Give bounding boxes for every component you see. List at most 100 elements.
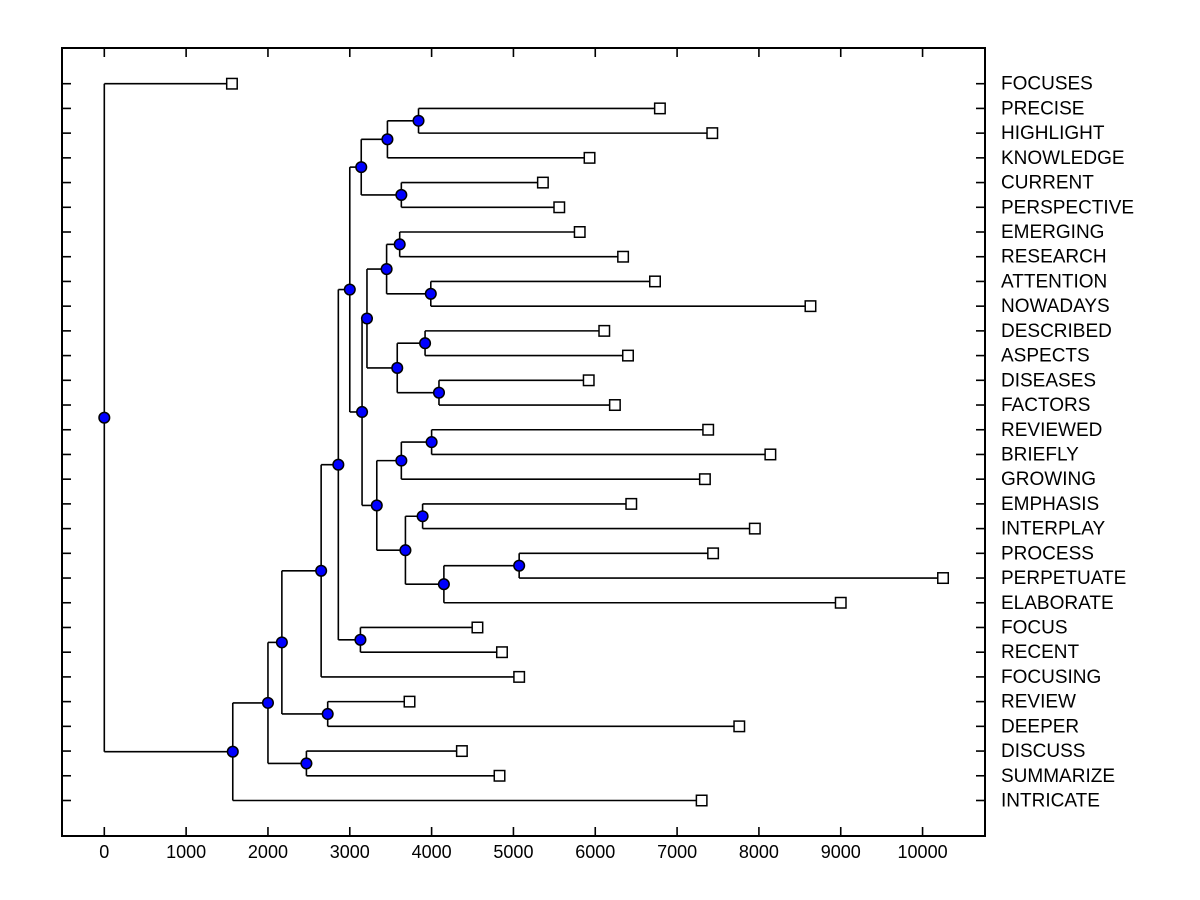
cluster-node-marker bbox=[391, 361, 404, 374]
cluster-node-marker bbox=[393, 238, 406, 251]
cluster-node-marker bbox=[425, 436, 438, 449]
leaf-square-marker bbox=[553, 201, 566, 214]
x-axis-tick-label: 10000 bbox=[898, 842, 948, 862]
cluster-node-marker bbox=[432, 386, 446, 399]
leaf-label: INTERPLAY bbox=[1001, 519, 1106, 540]
leaf-label: DISEASES bbox=[1001, 370, 1096, 391]
cluster-node-marker bbox=[399, 544, 412, 557]
leaf-label: ATTENTION bbox=[1001, 271, 1107, 292]
leaf-square-marker bbox=[617, 250, 630, 263]
leaf-label: DESCRIBED bbox=[1001, 321, 1112, 342]
leaf-square-marker bbox=[573, 226, 586, 239]
leaf-label: BRIEFLY bbox=[1001, 444, 1079, 465]
leaf-label: CURRENT bbox=[1001, 173, 1094, 194]
leaf-square-marker bbox=[513, 670, 526, 683]
leaf-label: ELABORATE bbox=[1001, 593, 1114, 614]
leaf-square-marker bbox=[403, 695, 416, 708]
leaf-square-marker bbox=[625, 497, 638, 510]
leaf-square-marker bbox=[748, 522, 761, 535]
leaf-label: SUMMARIZE bbox=[1001, 766, 1115, 787]
leaf-label: ASPECTS bbox=[1001, 346, 1090, 367]
leaf-square-marker bbox=[536, 176, 549, 189]
leaf-label: HIGHLIGHT bbox=[1001, 123, 1105, 144]
leaf-label: PRECISE bbox=[1001, 98, 1084, 119]
cluster-node-marker bbox=[380, 263, 393, 276]
cluster-node-marker bbox=[356, 405, 369, 419]
leaf-square-marker bbox=[733, 720, 746, 733]
leaf-square-marker bbox=[764, 448, 777, 461]
leaf-label: PROCESS bbox=[1001, 543, 1094, 564]
x-axis-tick-label: 8000 bbox=[739, 842, 779, 862]
plot-box bbox=[61, 47, 986, 837]
cluster-node-marker bbox=[381, 133, 394, 146]
leaf-label: RECENT bbox=[1001, 642, 1080, 663]
leaf-label: FOCUS bbox=[1001, 617, 1068, 638]
x-axis-tick-label: 1000 bbox=[166, 842, 206, 862]
cluster-node-marker bbox=[416, 510, 429, 523]
leaf-label: FOCUSING bbox=[1001, 667, 1101, 688]
leaf-square-marker bbox=[695, 794, 708, 807]
leaf-square-marker bbox=[804, 300, 817, 313]
leaf-label: EMERGING bbox=[1001, 222, 1104, 243]
cluster-node-marker bbox=[370, 499, 383, 512]
leaf-label: FOCUSES bbox=[1001, 74, 1093, 95]
x-axis-tick-label: 9000 bbox=[821, 842, 861, 862]
leaf-label: GROWING bbox=[1001, 469, 1096, 490]
leaf-square-marker bbox=[495, 646, 508, 659]
leaf-square-marker bbox=[608, 399, 621, 412]
leaf-square-marker bbox=[702, 423, 715, 436]
leaf-square-marker bbox=[706, 127, 719, 140]
leaf-label: REVIEW bbox=[1001, 692, 1076, 713]
cluster-node-marker bbox=[332, 458, 345, 471]
cluster-node-marker bbox=[261, 696, 275, 709]
cluster-node-marker bbox=[343, 283, 356, 296]
cluster-node-marker bbox=[360, 312, 374, 325]
leaf-square-marker bbox=[834, 596, 847, 609]
cluster-node-marker bbox=[321, 707, 334, 721]
cluster-node-marker bbox=[98, 411, 111, 424]
x-axis-tick-label: 5000 bbox=[493, 842, 533, 862]
leaf-label: KNOWLEDGE bbox=[1001, 148, 1125, 169]
leaf-square-marker bbox=[455, 745, 468, 758]
cluster-node-marker bbox=[419, 337, 432, 350]
leaf-square-marker bbox=[707, 547, 720, 560]
leaf-square-marker bbox=[582, 374, 595, 387]
leaf-label: DISCUSS bbox=[1001, 741, 1085, 762]
leaf-square-marker bbox=[225, 77, 238, 90]
leaf-square-marker bbox=[621, 349, 634, 362]
leaf-square-marker bbox=[698, 473, 711, 486]
cluster-node-marker bbox=[275, 636, 288, 649]
leaf-label: REVIEWED bbox=[1001, 420, 1102, 441]
x-axis-tick-label: 6000 bbox=[575, 842, 615, 862]
leaf-square-marker bbox=[598, 324, 611, 337]
cluster-node-marker bbox=[226, 745, 239, 758]
cluster-node-marker bbox=[412, 114, 425, 127]
leaf-square-marker bbox=[937, 572, 950, 585]
leaf-label: DEEPER bbox=[1001, 716, 1079, 737]
cluster-node-marker bbox=[437, 578, 450, 591]
cluster-node-marker bbox=[395, 188, 408, 201]
cluster-node-marker bbox=[300, 757, 313, 770]
leaf-label: PERPETUATE bbox=[1001, 568, 1126, 589]
cluster-node-marker bbox=[424, 287, 437, 300]
leaf-square-marker bbox=[583, 151, 596, 164]
x-axis-tick-label: 7000 bbox=[657, 842, 697, 862]
cluster-node-marker bbox=[513, 559, 526, 572]
cluster-node-marker bbox=[355, 161, 368, 174]
cluster-node-marker bbox=[315, 564, 328, 577]
leaf-square-marker bbox=[471, 621, 484, 634]
x-axis-tick-label: 3000 bbox=[330, 842, 370, 862]
leaf-square-marker bbox=[648, 275, 661, 288]
leaf-label: RESEARCH bbox=[1001, 247, 1107, 268]
leaf-label: EMPHASIS bbox=[1001, 494, 1099, 515]
cluster-node-marker bbox=[395, 454, 408, 467]
leaf-label: FACTORS bbox=[1001, 395, 1090, 416]
x-axis-tick-label: 0 bbox=[99, 842, 109, 862]
leaf-label: PERSPECTIVE bbox=[1001, 197, 1134, 218]
cluster-node-marker bbox=[354, 633, 367, 646]
x-axis-tick-label: 4000 bbox=[412, 842, 452, 862]
leaf-square-marker bbox=[653, 102, 666, 115]
